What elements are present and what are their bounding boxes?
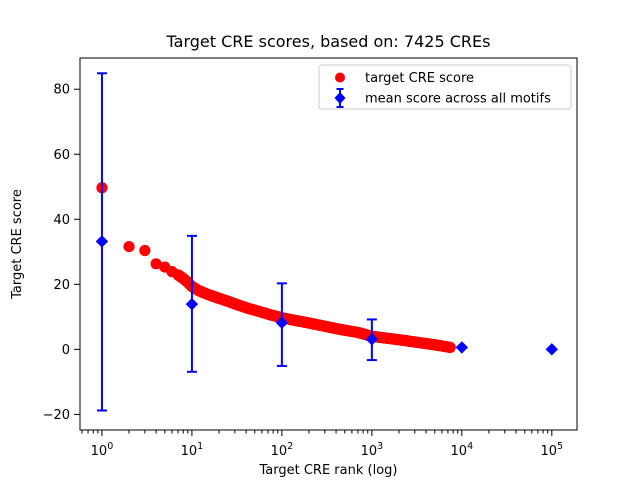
x-tick-label: 103 [361,441,384,459]
legend-diamond-glyph [334,92,346,104]
x-tick-label: 104 [451,441,474,459]
x-tick-label: 101 [181,441,204,459]
x-tick-label: 100 [91,441,114,459]
mean-score-point [455,341,469,354]
mean-score-point [185,297,199,311]
mean-score-point [95,235,109,248]
x-tick-label: 102 [271,441,294,459]
tick-marks [74,88,553,436]
target-score-point [123,241,135,253]
y-tick-label: 60 [53,148,70,163]
y-tick-label: 80 [53,83,70,98]
mean-score-point [365,333,379,346]
legend: target CRE score mean score across all mo… [318,64,572,110]
y-tick-label: 0 [62,343,70,358]
y-tick-label: −20 [43,408,70,423]
legend-label-target: target CRE score [365,71,474,86]
y-axis-label: Target CRE score [10,189,25,300]
mean-score-point [275,316,289,329]
legend-label-mean: mean score across all motifs [365,92,551,107]
mean-score-point [545,343,559,356]
x-axis-label: Target CRE rank (log) [259,463,398,478]
legend-marker-target-circle-icon [335,72,345,83]
target-score-point [444,341,456,354]
target-score-series [96,182,456,354]
target-score-point [139,244,151,257]
chart-title: Target CRE scores, based on: 7425 CREs [166,32,491,51]
axes-frame [79,57,578,431]
legend-marker-mean-diamond-icon [334,88,346,108]
x-tick-label: 105 [541,441,564,459]
target-score-point [150,258,162,270]
y-tick-label: 40 [53,213,70,228]
mean-score-series [95,72,559,412]
y-tick-label: 20 [53,278,70,293]
legend-box [318,64,572,110]
